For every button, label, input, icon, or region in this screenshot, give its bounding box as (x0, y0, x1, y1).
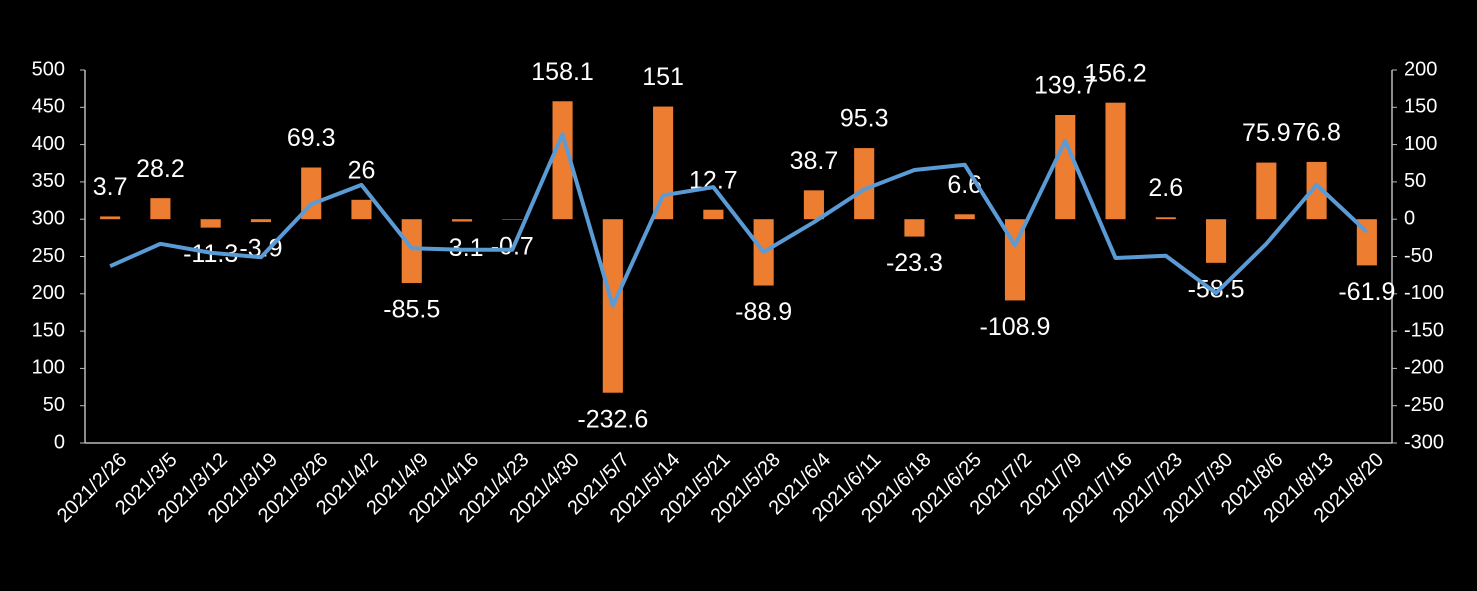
bar (1256, 162, 1277, 220)
y-tick-label: 350 (32, 170, 65, 192)
y-tick-label: 300 (32, 207, 65, 229)
y2-tick-label: 200 (1404, 58, 1437, 80)
data-label: 158.1 (531, 58, 594, 86)
y-tick-label: 200 (32, 282, 65, 304)
y2-tick-label: 100 (1404, 133, 1437, 155)
bar (301, 167, 322, 220)
data-label: -23.3 (886, 249, 943, 277)
data-label: 151 (642, 63, 684, 91)
data-label: 28.2 (136, 155, 185, 183)
data-label: 75.9 (1242, 119, 1291, 147)
y2-tick-label: 150 (1404, 96, 1437, 118)
bar (351, 199, 372, 220)
bar (200, 219, 221, 228)
y-tick-label: 100 (32, 357, 65, 379)
bar (250, 219, 271, 223)
bar (1055, 114, 1076, 220)
bar (552, 101, 573, 220)
y-tick-label: 500 (32, 58, 65, 80)
y2-tick-label: -300 (1404, 431, 1444, 453)
data-label: 3.7 (93, 173, 128, 201)
bar (451, 219, 473, 222)
bar (1306, 161, 1327, 220)
y-tick-label: 250 (32, 245, 65, 267)
bar (100, 216, 121, 220)
y2-tick-label: -100 (1404, 282, 1444, 304)
y-tick-label: 450 (32, 96, 65, 118)
bar (1155, 217, 1176, 220)
bar (653, 106, 674, 220)
y-tick-label: 50 (43, 394, 65, 416)
data-label: 95.3 (840, 105, 889, 133)
y2-tick-label: -200 (1404, 357, 1444, 379)
y-tick-label: 150 (32, 319, 65, 341)
x-tick-label: 2021/2/26 (53, 449, 131, 527)
y-tick-label: 0 (54, 431, 65, 453)
data-label: 156.2 (1084, 59, 1147, 87)
y2-tick-label: -150 (1404, 319, 1444, 341)
bar (954, 214, 975, 220)
data-label: -108.9 (980, 313, 1051, 341)
data-label: -232.6 (577, 405, 648, 433)
bar (703, 209, 724, 220)
bar (1356, 219, 1377, 266)
line (109, 132, 1369, 308)
y2-tick-label: 0 (1404, 207, 1415, 229)
bar (904, 219, 925, 237)
y2-tick-label: -250 (1404, 394, 1444, 416)
data-label: 26 (348, 156, 376, 184)
bar (150, 198, 171, 220)
data-label: -88.9 (735, 298, 792, 326)
data-label: 69.3 (287, 124, 336, 152)
y2-tick-label: 50 (1404, 170, 1426, 192)
bar (854, 148, 875, 220)
bar (803, 190, 824, 220)
data-label: -61.9 (1338, 278, 1395, 306)
data-label: 139.7 (1034, 72, 1097, 100)
bar (1206, 219, 1227, 263)
bar (502, 219, 523, 220)
data-label: 38.7 (790, 147, 839, 175)
bar (401, 219, 422, 283)
data-label: -85.5 (383, 296, 440, 324)
data-label: 76.8 (1292, 119, 1341, 147)
bar (1105, 102, 1126, 220)
y2-tick-label: -50 (1404, 245, 1433, 267)
y-tick-label: 400 (32, 133, 65, 155)
data-label: 2.6 (1148, 174, 1183, 202)
